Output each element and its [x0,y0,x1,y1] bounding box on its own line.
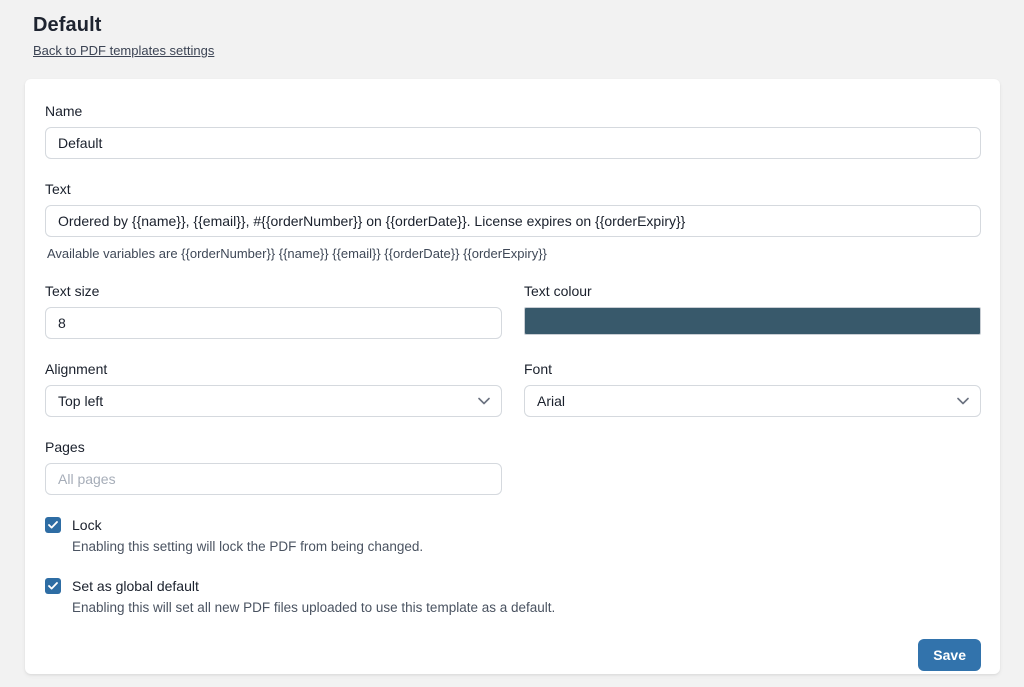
font-label: Font [524,361,553,377]
global-default-description: Enabling this will set all new PDF files… [72,600,556,615]
font-selected-value: Arial [537,393,566,409]
text-field-group: Text Available variables are {{orderNumb… [45,181,981,261]
page-title: Default [33,14,102,36]
page-header: Default Back to PDF templates settings [0,0,1024,60]
font-field-group: Font Arial [524,361,981,417]
form-actions: Save [45,639,981,671]
name-field-group: Name [45,103,981,159]
lock-description: Enabling this setting will lock the PDF … [72,539,424,554]
text-label: Text [45,181,71,197]
pages-field-group: Pages [45,439,502,495]
chevron-down-icon [957,397,969,405]
global-default-checkbox-label[interactable]: Set as global default [72,578,199,594]
alignment-font-row: Alignment Top left Font Arial [45,361,981,417]
alignment-field-group: Alignment Top left [45,361,502,417]
text-size-label: Text size [45,283,100,299]
global-default-checkbox-group: Set as global default Enabling this will… [45,578,981,615]
text-colour-label: Text colour [524,283,592,299]
name-input[interactable] [45,127,981,159]
name-label: Name [45,103,83,119]
text-variables-help: Available variables are {{orderNumber}} … [47,246,547,261]
checkmark-icon [48,521,58,529]
size-colour-row: Text size Text colour [45,283,981,339]
alignment-selected-value: Top left [58,393,104,409]
text-colour-swatch[interactable] [524,307,981,335]
lock-checkbox-label[interactable]: Lock [72,517,102,533]
alignment-label: Alignment [45,361,108,377]
text-input[interactable] [45,205,981,237]
global-default-checkbox[interactable] [45,578,61,594]
pages-input[interactable] [45,463,502,495]
pages-label: Pages [45,439,85,455]
back-link[interactable]: Back to PDF templates settings [33,43,215,58]
lock-checkbox[interactable] [45,517,61,533]
text-colour-field-group: Text colour [524,283,981,339]
checkmark-icon [48,582,58,590]
text-size-field-group: Text size [45,283,502,339]
font-select[interactable]: Arial [524,385,981,417]
template-settings-card: Name Text Available variables are {{orde… [25,79,1000,674]
lock-checkbox-group: Lock Enabling this setting will lock the… [45,517,981,554]
text-size-input[interactable] [45,307,502,339]
alignment-select[interactable]: Top left [45,385,502,417]
save-button[interactable]: Save [918,639,981,671]
chevron-down-icon [478,397,490,405]
